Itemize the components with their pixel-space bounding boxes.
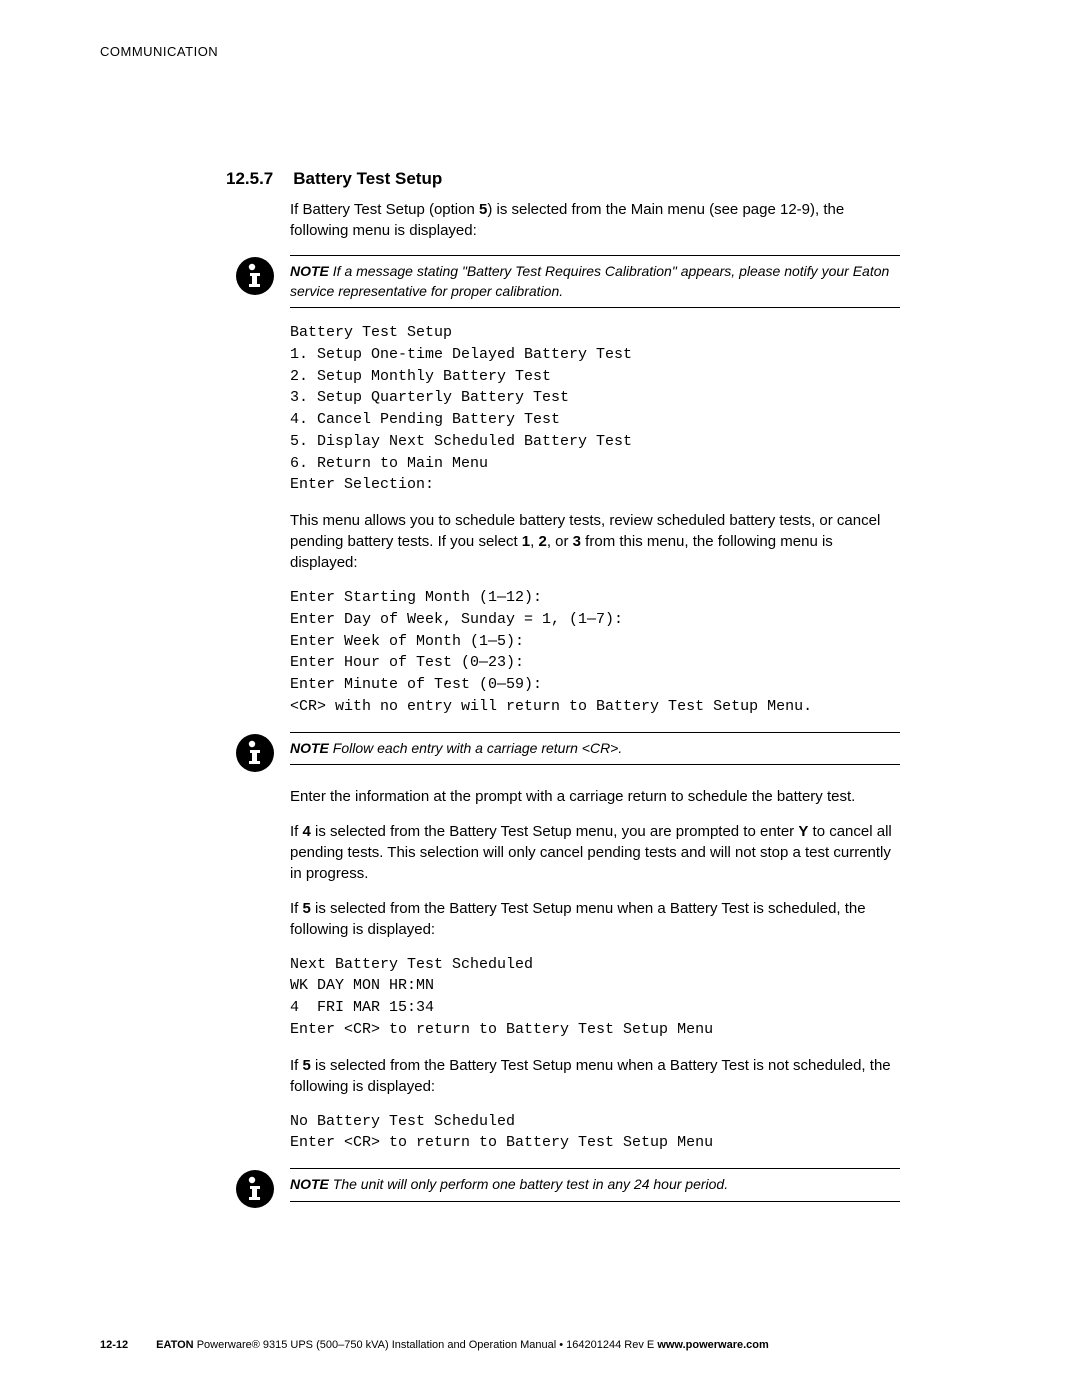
note-block-2: NOTE Follow each entry with a carriage r… bbox=[236, 732, 900, 772]
section-heading: 12.5.7 Battery Test Setup bbox=[226, 169, 900, 189]
paragraph-option5-scheduled: If 5 is selected from the Battery Test S… bbox=[290, 898, 900, 940]
note-text: NOTE The unit will only perform one batt… bbox=[290, 1168, 900, 1202]
menu-listing-3: Next Battery Test Scheduled WK DAY MON H… bbox=[290, 954, 900, 1041]
note-label: NOTE bbox=[290, 1176, 329, 1192]
note-text: NOTE If a message stating "Battery Test … bbox=[290, 255, 900, 308]
intro-paragraph: If Battery Test Setup (option 5) is sele… bbox=[290, 199, 900, 241]
note-body: If a message stating "Battery Test Requi… bbox=[290, 263, 889, 299]
note-body: The unit will only perform one battery t… bbox=[329, 1176, 728, 1192]
text-fragment: If bbox=[290, 823, 303, 840]
paragraph-option4: If 4 is selected from the Battery Test S… bbox=[290, 821, 900, 884]
bold-4: 4 bbox=[303, 823, 311, 840]
paragraph-enter-info: Enter the information at the prompt with… bbox=[290, 786, 900, 807]
footer-mid: Powerware® 9315 UPS (500–750 kVA) Instal… bbox=[194, 1339, 560, 1351]
text-fragment: If bbox=[290, 1057, 303, 1074]
bold-1: 1 bbox=[522, 533, 530, 550]
menu-listing-1: Battery Test Setup 1. Setup One-time Del… bbox=[290, 322, 900, 496]
menu-listing-4: No Battery Test Scheduled Enter <CR> to … bbox=[290, 1111, 900, 1155]
note-body: Follow each entry with a carriage return… bbox=[329, 740, 622, 756]
note-block-1: NOTE If a message stating "Battery Test … bbox=[236, 255, 900, 308]
note-block-3: NOTE The unit will only perform one batt… bbox=[236, 1168, 900, 1208]
running-header: COMMUNICATION bbox=[100, 44, 980, 59]
page-number: 12-12 bbox=[100, 1339, 128, 1351]
text-fragment: If Battery Test Setup (option bbox=[290, 201, 479, 218]
main-content: 12.5.7 Battery Test Setup If Battery Tes… bbox=[290, 169, 900, 1208]
page-footer: 12-12 EATON Powerware® 9315 UPS (500–750… bbox=[100, 1339, 980, 1351]
section-number: 12.5.7 bbox=[226, 169, 273, 189]
bold-3: 3 bbox=[573, 533, 581, 550]
footer-line: EATON Powerware® 9315 UPS (500–750 kVA) … bbox=[156, 1339, 769, 1351]
text-fragment: is selected from the Battery Test Setup … bbox=[311, 823, 798, 840]
text-fragment: is selected from the Battery Test Setup … bbox=[290, 900, 866, 938]
footer-rev: 164201244 Rev E bbox=[563, 1339, 657, 1351]
note-label: NOTE bbox=[290, 263, 329, 279]
info-icon bbox=[236, 257, 274, 295]
menu-listing-2: Enter Starting Month (1—12): Enter Day o… bbox=[290, 587, 900, 718]
paragraph-schedule-intro: This menu allows you to schedule battery… bbox=[290, 510, 900, 573]
bold-5b: 5 bbox=[303, 1057, 311, 1074]
bold-y: Y bbox=[798, 823, 808, 840]
info-icon bbox=[236, 734, 274, 772]
paragraph-option5-not-scheduled: If 5 is selected from the Battery Test S… bbox=[290, 1055, 900, 1097]
note-label: NOTE bbox=[290, 740, 329, 756]
footer-brand: EATON bbox=[156, 1339, 194, 1351]
text-fragment: , or bbox=[547, 533, 573, 550]
section-title: Battery Test Setup bbox=[293, 169, 442, 189]
text-fragment: is selected from the Battery Test Setup … bbox=[290, 1057, 891, 1095]
footer-url: www.powerware.com bbox=[657, 1339, 768, 1351]
info-icon bbox=[236, 1170, 274, 1208]
note-text: NOTE Follow each entry with a carriage r… bbox=[290, 732, 900, 766]
bold-2: 2 bbox=[538, 533, 546, 550]
text-fragment: If bbox=[290, 900, 303, 917]
bold-5: 5 bbox=[303, 900, 311, 917]
